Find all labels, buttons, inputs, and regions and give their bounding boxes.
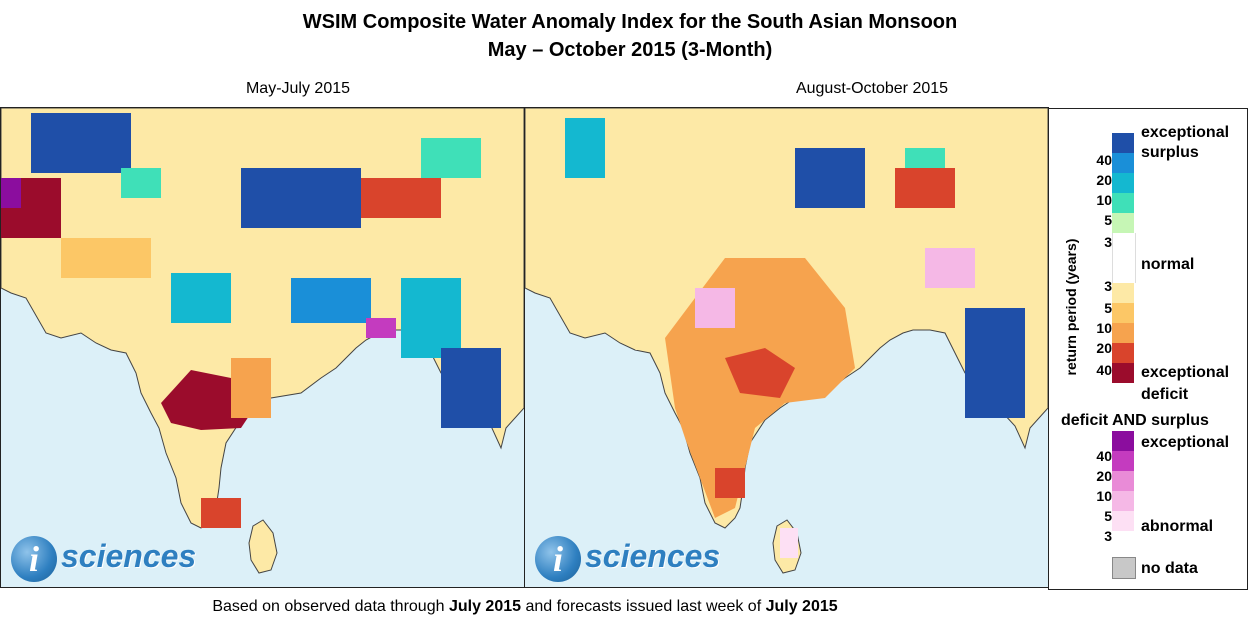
map-legend: return period (years) exceptional surplu… [1048,108,1248,590]
legend-surplus-top2: surplus [1141,144,1199,161]
map-title-line2: May – October 2015 (3-Month) [487,39,773,61]
tick-surplus-3: 3 [1104,234,1112,250]
swatch-no-data [1112,557,1136,579]
swatch-surplus-20 [1112,153,1134,173]
map-panel-may-july: i sciences [0,107,525,588]
swatch-both-5 [1112,491,1134,511]
swatch-normal [1112,233,1136,283]
tick-both-10: 10 [1096,488,1112,504]
tick-deficit-40: 40 [1096,362,1112,378]
map-panel-aug-oct: i sciences [524,107,1049,588]
isciences-logo: i sciences [11,536,211,582]
footer-forecast-month: July 2015 [765,598,838,615]
isciences-logo-i-icon: i [535,536,581,582]
legend-both-top: exceptional [1141,434,1230,451]
swatch-both-20 [1112,451,1134,471]
swatch-both-40 [1112,431,1134,451]
swatch-both-3 [1112,511,1134,531]
tick-surplus-5: 5 [1104,212,1112,228]
tick-surplus-10: 10 [1096,192,1112,208]
isciences-logo-text: sciences [585,538,721,574]
legend-deficit-bottom2: deficit [1141,386,1189,403]
swatch-deficit-3 [1112,283,1134,303]
anomaly-map-may-july [1,108,524,587]
tick-deficit-20: 20 [1096,340,1112,356]
tick-surplus-40: 40 [1096,152,1112,168]
isciences-logo: i sciences [535,536,735,582]
swatch-both-10 [1112,471,1134,491]
swatch-deficit-10 [1112,323,1134,343]
isciences-logo-i-icon: i [11,536,57,582]
footer-middle: and forecasts issued last week of [521,598,766,615]
tick-deficit-5: 5 [1104,300,1112,316]
legend-deficit-bottom: exceptional [1141,364,1230,381]
swatch-surplus-40 [1112,133,1134,153]
panel-label-aug-oct: August-October 2015 [795,80,949,97]
legend-both-bottom: abnormal [1141,518,1214,535]
isciences-logo-text: sciences [61,538,197,574]
tick-deficit-3: 3 [1104,278,1112,294]
swatch-deficit-5 [1112,303,1134,323]
tick-both-40: 40 [1096,448,1112,464]
map-footer-note: Based on observed data through July 2015… [0,598,1050,616]
swatch-surplus-3 [1112,213,1134,233]
tick-surplus-20: 20 [1096,172,1112,188]
legend-surplus-top: exceptional [1141,124,1230,141]
tick-deficit-10: 10 [1096,320,1112,336]
legend-normal: normal [1141,256,1195,273]
swatch-surplus-5 [1112,193,1134,213]
legend-both-title: deficit AND surplus [1061,412,1209,429]
footer-prefix: Based on observed data through [212,598,449,615]
map-title-line1: WSIM Composite Water Anomaly Index for t… [302,11,958,33]
swatch-deficit-40 [1112,363,1134,383]
tick-both-3: 3 [1104,528,1112,544]
panel-label-may-july: May-July 2015 [245,80,351,97]
anomaly-map-aug-oct [525,108,1048,587]
legend-no-data: no data [1141,560,1198,577]
footer-observed-month: July 2015 [448,598,522,615]
swatch-deficit-20 [1112,343,1134,363]
tick-both-5: 5 [1104,508,1112,524]
tick-both-20: 20 [1096,468,1112,484]
swatch-surplus-10 [1112,173,1134,193]
